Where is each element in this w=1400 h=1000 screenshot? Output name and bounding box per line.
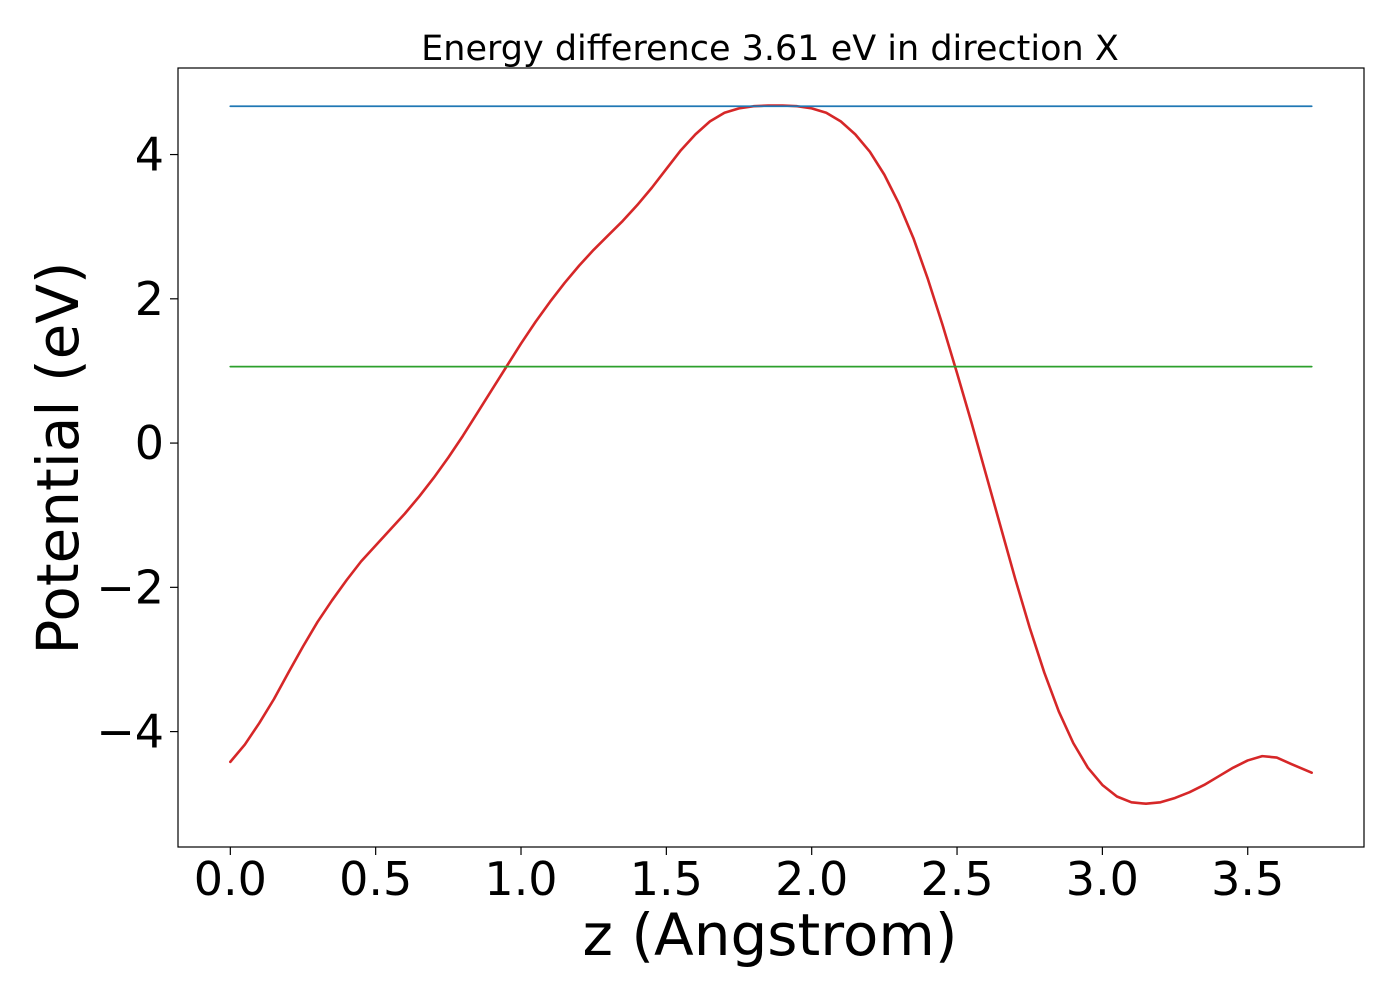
y-tick-label-0: −4 xyxy=(96,705,164,759)
x-tick-label-6: 3.0 xyxy=(1066,852,1139,906)
y-axis: −4 −2 0 2 4 xyxy=(96,128,178,759)
plot-frame xyxy=(177,67,1365,848)
x-axis-label: z (Angstrom) xyxy=(583,901,958,969)
x-tick-label-0: 0.0 xyxy=(194,852,267,906)
x-tick-label-4: 2.0 xyxy=(775,852,848,906)
x-axis: 0.0 0.5 1.0 1.5 2.0 2.5 3.0 3.5 xyxy=(194,847,1284,906)
y-tick-label-1: −2 xyxy=(96,560,164,614)
x-tick-label-5: 2.5 xyxy=(920,852,993,906)
y-tick-label-3: 2 xyxy=(135,272,164,326)
y-axis-label: Potential (eV) xyxy=(24,261,92,654)
x-tick-label-7: 3.5 xyxy=(1211,852,1284,906)
x-tick-label-2: 1.0 xyxy=(484,852,557,906)
series-layer xyxy=(229,104,1313,806)
x-tick-label-3: 1.5 xyxy=(630,852,703,906)
y-tick-label-4: 4 xyxy=(135,128,164,182)
series-line-0 xyxy=(229,104,1313,806)
chart-title: Energy difference 3.61 eV in direction X xyxy=(421,29,1119,69)
x-tick-label-1: 0.5 xyxy=(339,852,412,906)
y-tick-label-2: 0 xyxy=(135,416,164,470)
